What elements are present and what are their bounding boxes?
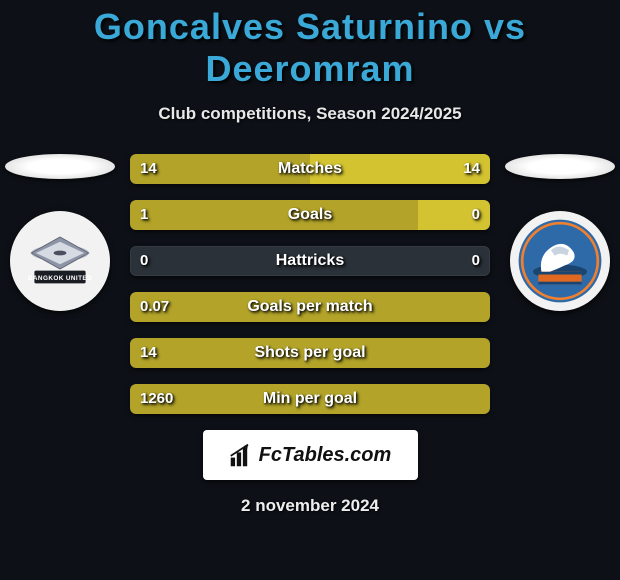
port-fc-logo-icon [515, 216, 605, 306]
club-logo-right [510, 211, 610, 311]
stat-label: Matches [130, 154, 490, 184]
player-left-side: BANGKOK UNITED [0, 154, 120, 311]
bangkok-united-logo-icon: BANGKOK UNITED [20, 221, 100, 301]
player-right-ellipse [505, 154, 615, 179]
club-logo-left: BANGKOK UNITED [10, 211, 110, 311]
stat-row: 1260Min per goal [130, 384, 490, 414]
footer-label: FcTables.com [259, 444, 392, 467]
stat-label: Hattricks [130, 246, 490, 276]
stat-label: Min per goal [130, 384, 490, 414]
stat-label: Goals [130, 200, 490, 230]
stat-row: 0.07Goals per match [130, 292, 490, 322]
player-right-side [500, 154, 620, 311]
svg-text:BANGKOK UNITED: BANGKOK UNITED [28, 275, 92, 282]
comparison-content: BANGKOK UNITED 1414Matches 10Goals 00Hattr… [0, 154, 620, 414]
stat-row: 00Hattricks [130, 246, 490, 276]
page-title: Goncalves Saturnino vs Deeromram [0, 0, 620, 90]
stats-bars: 1414Matches 10Goals 00Hattricks 0.07Goals p… [130, 154, 490, 414]
stat-row: 10Goals [130, 200, 490, 230]
stat-row: 1414Matches [130, 154, 490, 184]
footer-branding: FcTables.com [203, 430, 418, 480]
stat-label: Goals per match [130, 292, 490, 322]
subtitle: Club competitions, Season 2024/2025 [0, 104, 620, 124]
stat-row: 14Shots per goal [130, 338, 490, 368]
player-left-ellipse [5, 154, 115, 179]
stat-label: Shots per goal [130, 338, 490, 368]
fctables-logo-icon [229, 442, 255, 468]
comparison-date: 2 november 2024 [0, 496, 620, 516]
